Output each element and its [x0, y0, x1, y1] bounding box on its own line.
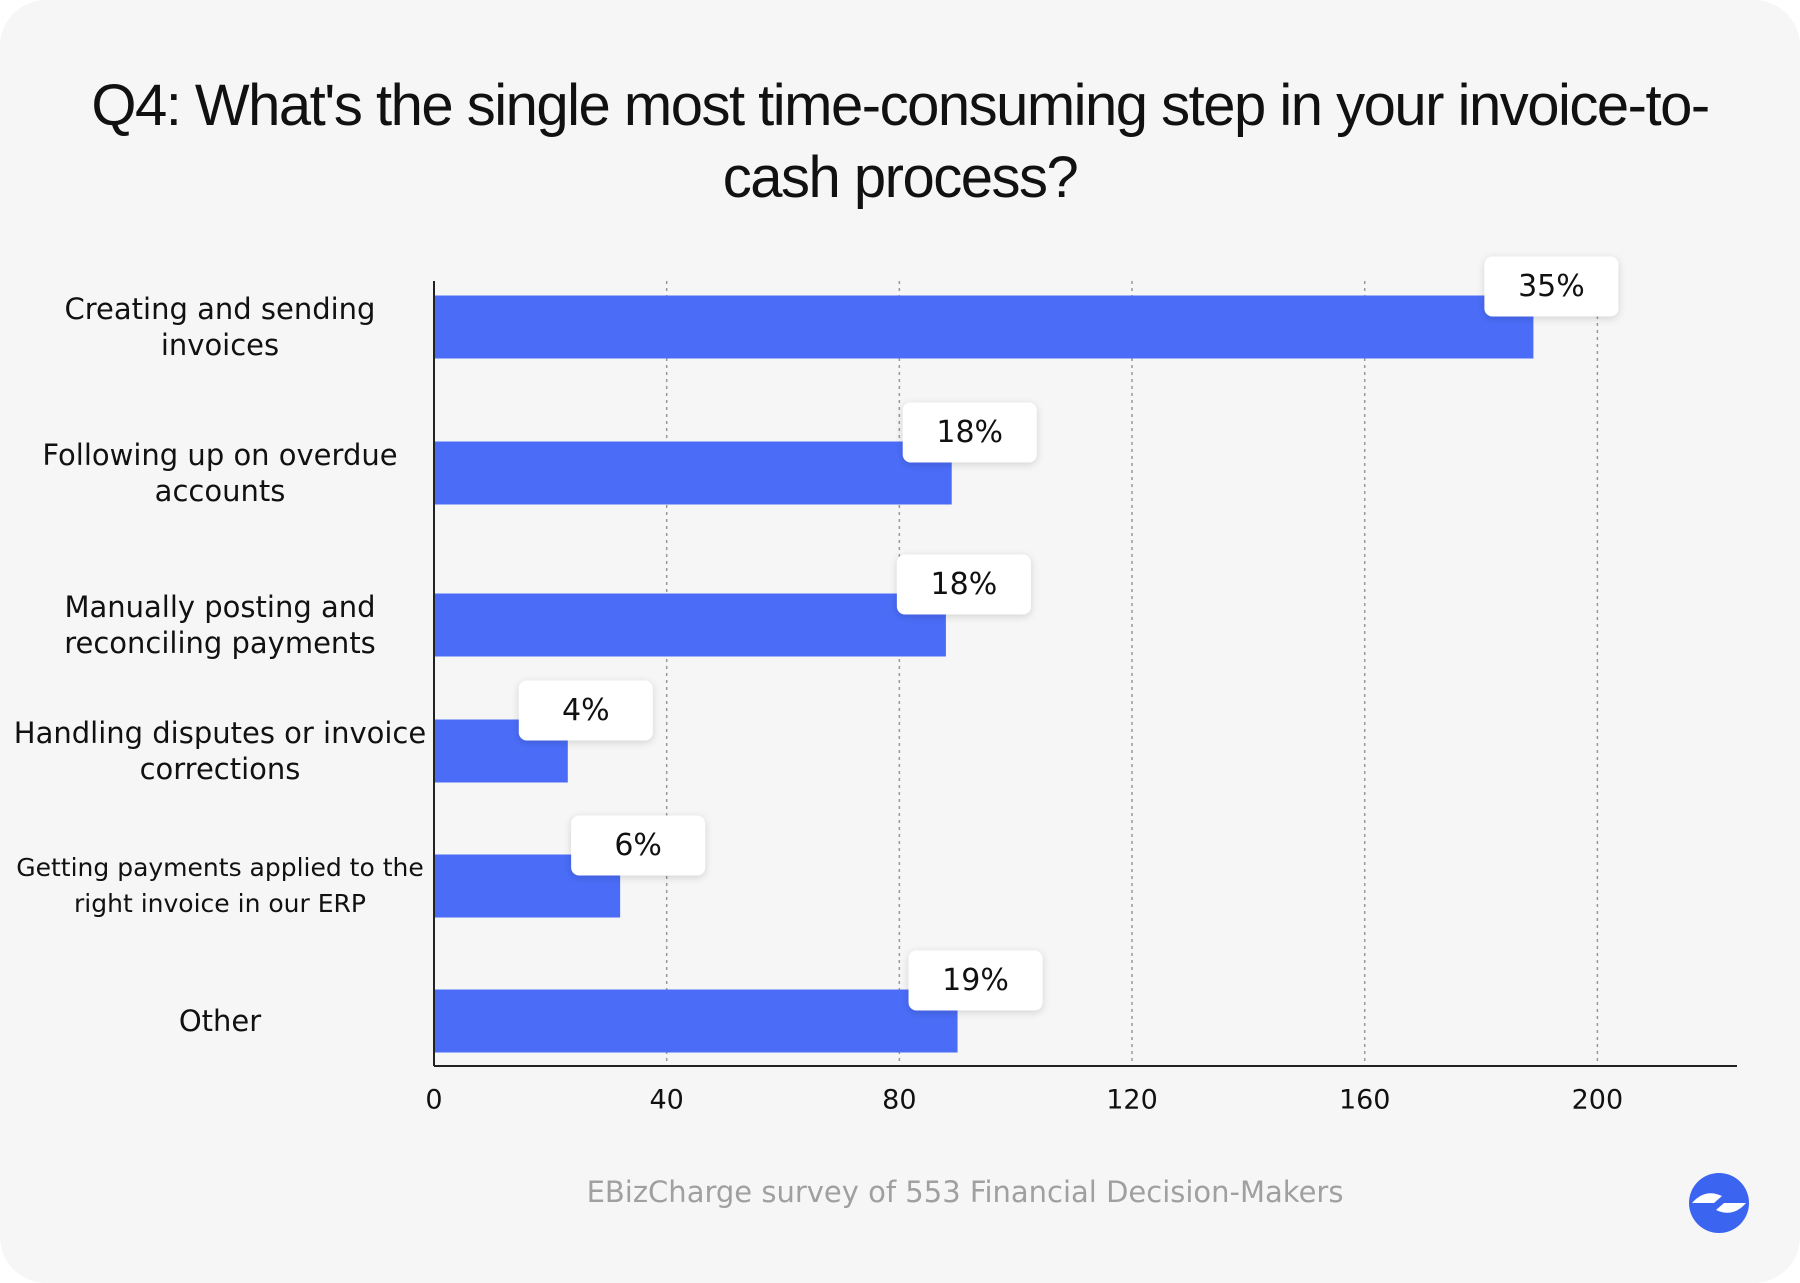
- chart-title: Q4: What's the single most time-consumin…: [91, 73, 1710, 210]
- value-label-box: [1484, 256, 1619, 317]
- x-tick-label: 80: [882, 1085, 916, 1116]
- logo: [1689, 1173, 1749, 1233]
- x-tick-label: 120: [1106, 1085, 1158, 1116]
- value-label: 18%: [936, 415, 1003, 450]
- logo-mark: [1692, 1193, 1746, 1213]
- category-label: Getting payments applied to the right in…: [16, 853, 424, 918]
- value-label-box: [908, 950, 1043, 1011]
- x-tick-label: 40: [649, 1085, 683, 1116]
- category-label: Manually posting and reconciling payment…: [64, 590, 376, 660]
- value-label-box: [571, 815, 706, 876]
- value-label: 18%: [931, 567, 998, 602]
- bar: [434, 593, 946, 657]
- category-label: Creating and sending invoices: [64, 292, 376, 362]
- value-label: 4%: [562, 693, 610, 728]
- value-label-box: [896, 554, 1031, 615]
- category-label: Following up on overdue accounts: [42, 438, 398, 508]
- value-label: 6%: [614, 828, 662, 863]
- value-label: 35%: [1518, 269, 1585, 304]
- bar: [434, 989, 958, 1053]
- x-tick-label: 160: [1339, 1085, 1391, 1116]
- value-label-box: [518, 680, 653, 741]
- x-tick-label: 200: [1572, 1085, 1624, 1116]
- bar: [434, 295, 1534, 359]
- footer: EBizCharge survey of 553 Financial Decis…: [586, 1175, 1344, 1209]
- bar: [434, 441, 952, 505]
- x-tick-label: 0: [425, 1085, 442, 1116]
- category-label: Handling disputes or invoice corrections: [13, 716, 427, 786]
- value-label-box: [902, 402, 1037, 463]
- category-label: Other: [178, 1004, 262, 1038]
- value-label: 19%: [942, 963, 1009, 998]
